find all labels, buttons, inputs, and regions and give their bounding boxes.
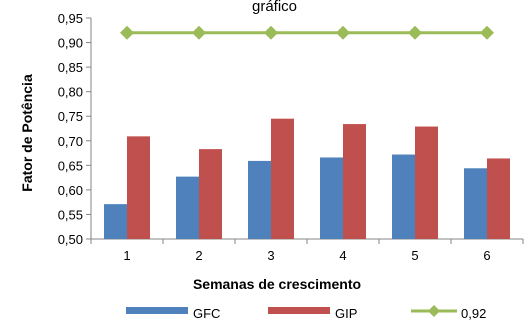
y-axis-title: Fator de Potência [19,74,35,192]
bar-gfc-4 [320,157,343,239]
y-tick-label: 0,70 [58,134,83,149]
legend-swatch-gfc [126,307,188,314]
legend: GFC GIP 0,92 [126,305,486,320]
bar-gip-5 [415,126,438,239]
bar-gip-3 [271,118,294,239]
bar-gfc-3 [248,160,271,239]
legend-swatch-marker [428,305,440,317]
bar-gfc-1 [104,204,127,239]
line-point-5 [408,25,422,40]
bar-gip-1 [127,136,150,239]
y-tick-label: 0,80 [58,85,83,100]
y-tick-label: 0,50 [58,232,83,247]
legend-label-line: 0,92 [461,306,486,320]
x-axis-title: Semanas de crescimento [193,276,361,292]
bar-gip-4 [343,124,366,239]
y-tick-label: 0,95 [58,11,83,26]
bar-gfc-5 [392,154,415,239]
bar-gfc-6 [464,168,487,239]
line-point-6 [480,25,494,40]
x-tick-label: 6 [483,248,490,263]
line-point-3 [264,25,278,40]
line-series [120,25,494,40]
y-tick-label: 0,60 [58,183,83,198]
y-tick-label: 0,75 [58,109,83,124]
bars [104,118,510,239]
x-tick-label: 5 [411,248,418,263]
x-tick-label: 2 [195,248,202,263]
line-point-1 [120,25,134,40]
y-tick-label: 0,85 [58,60,83,75]
x-tick-label: 1 [123,248,130,263]
line-point-2 [192,25,206,40]
legend-label-gfc: GFC [193,306,220,320]
line-point-4 [336,25,350,40]
y-tick-label: 0,90 [58,36,83,51]
chart-title: gráfico [252,0,297,15]
x-tick-label: 4 [339,248,346,263]
legend-label-gip: GIP [335,306,357,320]
bar-gip-6 [487,158,510,239]
y-tick-label: 0,65 [58,158,83,173]
y-axis: 0,50 0,55 0,60 0,65 0,70 0,75 0,80 0,85 0,90 0,95 [58,11,92,247]
bar-gfc-2 [176,176,199,239]
x-axis: 1 2 3 4 5 6 [90,238,524,263]
x-tick-label: 3 [267,248,274,263]
legend-swatch-gip [268,307,330,314]
bar-gip-2 [199,149,222,239]
y-tick-label: 0,55 [58,207,83,222]
